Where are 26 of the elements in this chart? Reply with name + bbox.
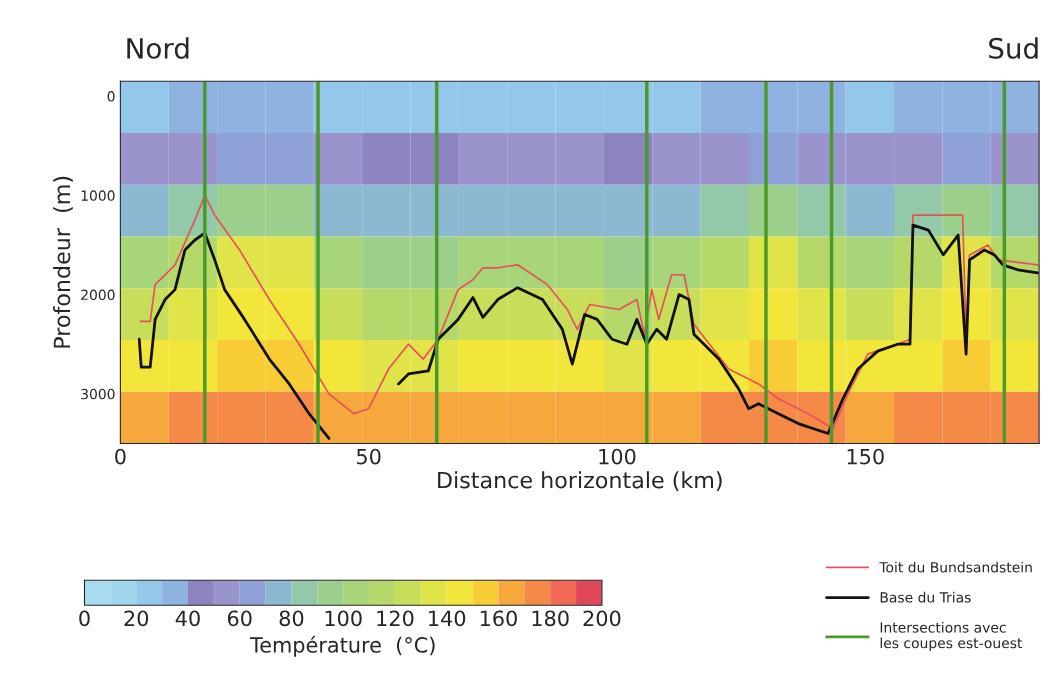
color-bar-label: 20 xyxy=(124,610,149,627)
legend-label: Toit du Bundsandstein xyxy=(879,561,1032,573)
x-tick-label: 0 xyxy=(115,448,126,465)
legend-label: Intersections avec les coupes est-ouest xyxy=(880,621,1023,651)
y-tick-label: 3000 xyxy=(81,388,115,400)
text: Nord xyxy=(127,37,189,59)
y-tick-label: 0 xyxy=(107,91,115,102)
color-bar-label: 40 xyxy=(175,610,200,627)
color-bar-label: 100 xyxy=(325,610,362,627)
y-axis-title: Profondeur (m) xyxy=(53,176,73,348)
color-bar-label: 180 xyxy=(532,610,569,627)
legend-label: Base du Trias xyxy=(880,591,971,603)
text: Sud xyxy=(989,37,1038,59)
color-bar-label: 140 xyxy=(429,610,466,627)
x-tick-label: 150 xyxy=(847,448,884,465)
color-bar-label: 200 xyxy=(583,610,621,627)
color-bar-label: 80 xyxy=(279,610,304,627)
y-tick-label: 1000 xyxy=(81,190,115,201)
color-bar-title: Température (°C) xyxy=(249,635,435,657)
x-tick-label: 100 xyxy=(599,448,636,465)
x-axis-title: Distance horizontale (km) xyxy=(438,471,722,492)
y-tick-label: 2000 xyxy=(81,289,115,301)
color-bar-label: 60 xyxy=(227,610,252,627)
color-bar-label: 160 xyxy=(480,610,517,627)
x-tick-label: 50 xyxy=(357,448,381,465)
color-bar-label: 120 xyxy=(377,610,414,627)
